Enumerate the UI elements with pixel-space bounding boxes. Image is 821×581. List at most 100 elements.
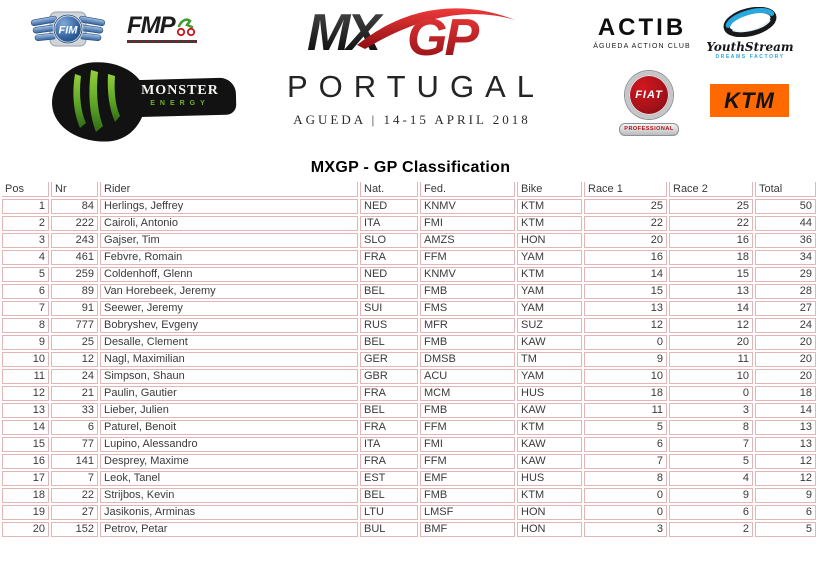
cell-pos: 2 (2, 216, 49, 231)
table-row: 7 91 Seewer, Jeremy SUI FMS YAM 13 14 27 (2, 301, 816, 316)
cell-race2: 11 (669, 352, 753, 367)
cell-race2: 25 (669, 199, 753, 214)
fiat-professional-logo: FIAT PROFESSIONAL (617, 71, 681, 136)
event-country: PORTUGAL (287, 69, 545, 104)
cell-nr: 141 (51, 454, 98, 469)
cell-total: 18 (755, 386, 816, 401)
fmp-logo: FMP (127, 14, 201, 43)
table-row: 9 25 Desalle, Clement BEL FMB KAW 0 20 20 (2, 335, 816, 350)
cell-nat: BEL (360, 403, 418, 418)
cell-fed: KNMV (420, 267, 515, 282)
page-title: MXGP - GP Classification (310, 159, 511, 176)
cell-nr: 222 (51, 216, 98, 231)
cell-nat: FRA (360, 386, 418, 401)
table-row: 11 24 Simpson, Shaun GBR ACU YAM 10 10 20 (2, 369, 816, 384)
cell-bike: KTM (517, 216, 582, 231)
cell-rider: Gajser, Tim (100, 233, 358, 248)
col-header-total: Total (755, 182, 816, 197)
cell-pos: 3 (2, 233, 49, 248)
cell-race2: 16 (669, 233, 753, 248)
cell-nat: LTU (360, 505, 418, 520)
actib-subtitle: ÁGUEDA ACTION CLUB (593, 43, 691, 50)
cell-fed: LMSF (420, 505, 515, 520)
table-row: 12 21 Paulin, Gautier FRA MCM HUS 18 0 18 (2, 386, 816, 401)
col-header-bike: Bike (517, 182, 582, 197)
cell-race2: 8 (669, 420, 753, 435)
cell-race1: 5 (584, 420, 667, 435)
cell-race2: 3 (669, 403, 753, 418)
cell-nr: 243 (51, 233, 98, 248)
cell-race1: 12 (584, 318, 667, 333)
cell-rider: Paulin, Gautier (100, 386, 358, 401)
cell-rider: Van Horebeek, Jeremy (100, 284, 358, 299)
cell-fed: MCM (420, 386, 515, 401)
cell-nat: ITA (360, 437, 418, 452)
cell-bike: YAM (517, 250, 582, 265)
cell-rider: Herlings, Jeffrey (100, 199, 358, 214)
cell-rider: Petrov, Petar (100, 522, 358, 537)
cell-fed: KNMV (420, 199, 515, 214)
cell-nr: 24 (51, 369, 98, 384)
cell-pos: 5 (2, 267, 49, 282)
cell-total: 12 (755, 471, 816, 486)
cell-total: 44 (755, 216, 816, 231)
cell-total: 27 (755, 301, 816, 316)
cell-pos: 18 (2, 488, 49, 503)
monster-logo-text: MONSTER (141, 83, 219, 98)
col-header-nr: Nr (51, 182, 98, 197)
monster-claw-icon (73, 70, 120, 132)
event-header: FIM FMP (0, 0, 821, 150)
table-row: 17 7 Leok, Tanel EST EMF HUS 8 4 12 (2, 471, 816, 486)
cell-bike: TM (517, 352, 582, 367)
cell-bike: HON (517, 522, 582, 537)
cell-race2: 9 (669, 488, 753, 503)
cell-total: 28 (755, 284, 816, 299)
cell-total: 5 (755, 522, 816, 537)
cell-rider: Paturel, Benoit (100, 420, 358, 435)
cell-total: 6 (755, 505, 816, 520)
cell-nr: 89 (51, 284, 98, 299)
table-row: 14 6 Paturel, Benoit FRA FFM KTM 5 8 13 (2, 420, 816, 435)
cell-rider: Leok, Tanel (100, 471, 358, 486)
cell-nr: 461 (51, 250, 98, 265)
cell-total: 50 (755, 199, 816, 214)
cell-race1: 8 (584, 471, 667, 486)
cell-rider: Lieber, Julien (100, 403, 358, 418)
cell-fed: FFM (420, 420, 515, 435)
cell-bike: HUS (517, 471, 582, 486)
cell-pos: 16 (2, 454, 49, 469)
cell-bike: KTM (517, 199, 582, 214)
cell-total: 20 (755, 335, 816, 350)
cell-pos: 4 (2, 250, 49, 265)
cell-pos: 9 (2, 335, 49, 350)
cell-total: 20 (755, 352, 816, 367)
event-location-date: AGUEDA | 14-15 APRIL 2018 (293, 112, 531, 127)
cell-fed: MFR (420, 318, 515, 333)
cell-pos: 1 (2, 199, 49, 214)
cell-nr: 84 (51, 199, 98, 214)
cell-nat: BEL (360, 284, 418, 299)
cell-rider: Febvre, Romain (100, 250, 358, 265)
cell-rider: Lupino, Alessandro (100, 437, 358, 452)
cell-nr: 33 (51, 403, 98, 418)
cell-rider: Bobryshev, Evgeny (100, 318, 358, 333)
cell-fed: EMF (420, 471, 515, 486)
cell-nat: BUL (360, 522, 418, 537)
cell-nat: BEL (360, 488, 418, 503)
cell-race1: 3 (584, 522, 667, 537)
cell-race1: 13 (584, 301, 667, 316)
fmp-logo-text: FMP (127, 12, 176, 39)
youthstream-swirl-icon (723, 6, 777, 38)
cell-nr: 27 (51, 505, 98, 520)
cell-fed: ACU (420, 369, 515, 384)
cell-pos: 15 (2, 437, 49, 452)
table-row: 19 27 Jasikonis, Arminas LTU LMSF HON 0 6 6 (2, 505, 816, 520)
col-header-nat: Nat. (360, 182, 418, 197)
cell-rider: Nagl, Maximilian (100, 352, 358, 367)
col-header-race1: Race 1 (584, 182, 667, 197)
monster-energy-text: ENERGY (150, 100, 210, 107)
cell-rider: Cairoli, Antonio (100, 216, 358, 231)
cell-race1: 22 (584, 216, 667, 231)
cell-nat: GBR (360, 369, 418, 384)
